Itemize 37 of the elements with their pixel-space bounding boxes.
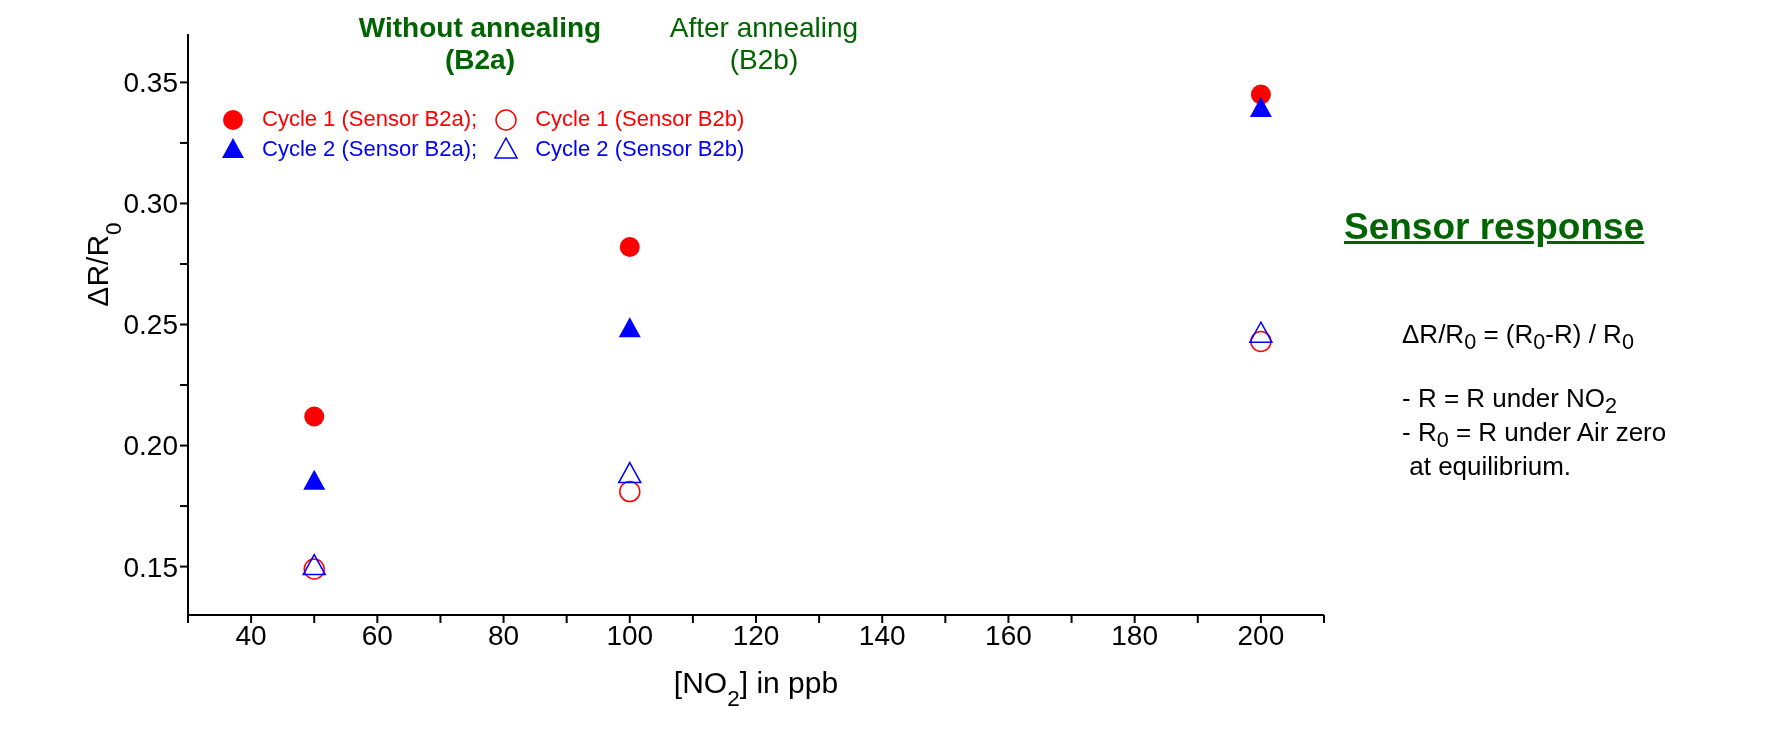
y-tick-label: 0.25 — [123, 309, 178, 341]
legend-label: Cycle 1 (Sensor B2a); — [262, 106, 478, 132]
text: - R = R under NO$_{2}$ — [1402, 383, 1618, 419]
point — [619, 237, 640, 258]
point — [618, 317, 641, 338]
x-tick-label: 80 — [487, 619, 520, 651]
x-tick-label: 100 — [606, 619, 654, 651]
y-tick-label: 0.30 — [123, 188, 178, 220]
text: ΔR/R$_{0}$ = (R$_{0}$-R) / R$_{0}$ — [1402, 319, 1634, 356]
text: Sensor response — [1344, 206, 1645, 249]
point — [304, 406, 325, 427]
x-tick-label: 120 — [732, 619, 780, 651]
point — [1249, 321, 1273, 343]
text: at equilibrium. — [1408, 451, 1572, 482]
x-tick-label: 180 — [1111, 619, 1159, 651]
point — [1249, 97, 1272, 118]
y-tick-label: 0.35 — [123, 67, 178, 99]
y-tick-label: 0.20 — [123, 430, 178, 462]
point — [619, 480, 641, 503]
legend-label: Cycle 2 (Sensor B2b) — [535, 136, 745, 162]
legend-label: Cycle 1 (Sensor B2b) — [535, 106, 745, 132]
point — [302, 553, 326, 576]
x-tick-label: 200 — [1237, 619, 1285, 651]
text: - R$_{0}$ = R under Air zero — [1402, 417, 1667, 453]
y-tick-label: 0.15 — [123, 551, 178, 583]
x-tick-label: 160 — [985, 619, 1032, 651]
point — [1250, 330, 1272, 353]
annotation: After annealing (B2b) — [668, 12, 860, 77]
point — [618, 461, 642, 484]
x-tick-label: 60 — [361, 619, 393, 651]
x-tick-label: 140 — [858, 619, 906, 651]
x-axis-title: [NO$_{2}$] in ppb — [673, 666, 839, 711]
annotation: Without annealing (B2a) — [357, 12, 603, 77]
x-tick-label: 40 — [235, 619, 267, 651]
point — [303, 558, 325, 580]
point — [303, 469, 326, 490]
legend-label: Cycle 2 (Sensor B2a); — [262, 136, 478, 162]
